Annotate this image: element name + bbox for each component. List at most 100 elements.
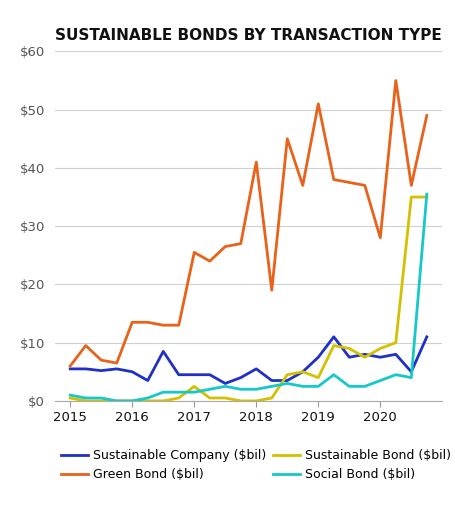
Social Bond ($bil) bbox=[392, 372, 398, 378]
Sustainable Bond ($bil) bbox=[145, 398, 150, 404]
Sustainable Bond ($bil) bbox=[299, 369, 305, 375]
Sustainable Bond ($bil) bbox=[346, 345, 351, 352]
Green Bond ($bil) bbox=[361, 182, 367, 189]
Sustainable Company ($bil) bbox=[207, 372, 212, 378]
Sustainable Company ($bil) bbox=[299, 369, 305, 375]
Sustainable Company ($bil) bbox=[191, 372, 197, 378]
Sustainable Company ($bil) bbox=[238, 375, 243, 381]
Green Bond ($bil) bbox=[284, 136, 289, 142]
Sustainable Bond ($bil) bbox=[377, 345, 382, 352]
Green Bond ($bil) bbox=[299, 182, 305, 189]
Sustainable Bond ($bil) bbox=[191, 383, 197, 390]
Sustainable Bond ($bil) bbox=[160, 398, 166, 404]
Social Bond ($bil) bbox=[315, 383, 320, 390]
Sustainable Company ($bil) bbox=[222, 380, 228, 387]
Sustainable Bond ($bil) bbox=[408, 194, 413, 200]
Legend: Sustainable Company ($bil), Green Bond ($bil), Sustainable Bond ($bil), Social B: Sustainable Company ($bil), Green Bond (… bbox=[61, 449, 450, 482]
Sustainable Bond ($bil) bbox=[67, 395, 73, 401]
Sustainable Company ($bil) bbox=[268, 377, 274, 383]
Sustainable Company ($bil) bbox=[176, 372, 181, 378]
Green Bond ($bil) bbox=[408, 182, 413, 189]
Sustainable Bond ($bil) bbox=[238, 398, 243, 404]
Social Bond ($bil) bbox=[253, 386, 258, 392]
Social Bond ($bil) bbox=[191, 389, 197, 395]
Green Bond ($bil) bbox=[129, 319, 135, 325]
Sustainable Bond ($bil) bbox=[207, 395, 212, 401]
Sustainable Bond ($bil) bbox=[423, 194, 429, 200]
Social Bond ($bil) bbox=[83, 395, 88, 401]
Social Bond ($bil) bbox=[408, 375, 413, 381]
Sustainable Company ($bil) bbox=[160, 348, 166, 355]
Sustainable Company ($bil) bbox=[114, 366, 119, 372]
Sustainable Bond ($bil) bbox=[98, 398, 104, 404]
Sustainable Bond ($bil) bbox=[330, 342, 336, 348]
Social Bond ($bil) bbox=[423, 191, 429, 197]
Text: SUSTAINABLE BONDS BY TRANSACTION TYPE: SUSTAINABLE BONDS BY TRANSACTION TYPE bbox=[55, 28, 440, 43]
Green Bond ($bil) bbox=[238, 241, 243, 247]
Sustainable Bond ($bil) bbox=[392, 340, 398, 346]
Green Bond ($bil) bbox=[176, 322, 181, 328]
Sustainable Bond ($bil) bbox=[284, 372, 289, 378]
Green Bond ($bil) bbox=[83, 342, 88, 348]
Line: Sustainable Bond ($bil): Sustainable Bond ($bil) bbox=[70, 197, 426, 401]
Social Bond ($bil) bbox=[145, 395, 150, 401]
Social Bond ($bil) bbox=[377, 377, 382, 383]
Green Bond ($bil) bbox=[98, 357, 104, 363]
Sustainable Bond ($bil) bbox=[176, 395, 181, 401]
Social Bond ($bil) bbox=[222, 383, 228, 390]
Social Bond ($bil) bbox=[346, 383, 351, 390]
Social Bond ($bil) bbox=[284, 380, 289, 387]
Sustainable Company ($bil) bbox=[129, 369, 135, 375]
Sustainable Company ($bil) bbox=[377, 354, 382, 360]
Sustainable Bond ($bil) bbox=[83, 398, 88, 404]
Green Bond ($bil) bbox=[315, 101, 320, 107]
Sustainable Company ($bil) bbox=[330, 334, 336, 340]
Sustainable Company ($bil) bbox=[423, 334, 429, 340]
Green Bond ($bil) bbox=[191, 249, 197, 255]
Social Bond ($bil) bbox=[67, 392, 73, 398]
Sustainable Bond ($bil) bbox=[253, 398, 258, 404]
Social Bond ($bil) bbox=[207, 386, 212, 392]
Sustainable Company ($bil) bbox=[83, 366, 88, 372]
Line: Social Bond ($bil): Social Bond ($bil) bbox=[70, 194, 426, 401]
Sustainable Company ($bil) bbox=[392, 351, 398, 357]
Social Bond ($bil) bbox=[268, 383, 274, 390]
Sustainable Bond ($bil) bbox=[315, 375, 320, 381]
Sustainable Company ($bil) bbox=[361, 351, 367, 357]
Green Bond ($bil) bbox=[268, 287, 274, 293]
Social Bond ($bil) bbox=[238, 386, 243, 392]
Sustainable Bond ($bil) bbox=[129, 398, 135, 404]
Social Bond ($bil) bbox=[176, 389, 181, 395]
Sustainable Company ($bil) bbox=[408, 369, 413, 375]
Sustainable Bond ($bil) bbox=[222, 395, 228, 401]
Green Bond ($bil) bbox=[392, 78, 398, 84]
Green Bond ($bil) bbox=[114, 360, 119, 366]
Green Bond ($bil) bbox=[346, 179, 351, 186]
Green Bond ($bil) bbox=[207, 258, 212, 264]
Line: Sustainable Company ($bil): Sustainable Company ($bil) bbox=[70, 337, 426, 383]
Green Bond ($bil) bbox=[423, 113, 429, 119]
Sustainable Bond ($bil) bbox=[268, 395, 274, 401]
Green Bond ($bil) bbox=[377, 235, 382, 241]
Social Bond ($bil) bbox=[330, 372, 336, 378]
Sustainable Bond ($bil) bbox=[361, 354, 367, 360]
Sustainable Company ($bil) bbox=[253, 366, 258, 372]
Social Bond ($bil) bbox=[160, 389, 166, 395]
Sustainable Company ($bil) bbox=[315, 354, 320, 360]
Green Bond ($bil) bbox=[330, 176, 336, 182]
Green Bond ($bil) bbox=[160, 322, 166, 328]
Social Bond ($bil) bbox=[129, 398, 135, 404]
Sustainable Company ($bil) bbox=[67, 366, 73, 372]
Social Bond ($bil) bbox=[114, 398, 119, 404]
Sustainable Company ($bil) bbox=[284, 377, 289, 383]
Sustainable Company ($bil) bbox=[98, 368, 104, 374]
Sustainable Company ($bil) bbox=[145, 377, 150, 383]
Social Bond ($bil) bbox=[98, 395, 104, 401]
Line: Green Bond ($bil): Green Bond ($bil) bbox=[70, 81, 426, 366]
Green Bond ($bil) bbox=[222, 244, 228, 250]
Sustainable Company ($bil) bbox=[346, 354, 351, 360]
Green Bond ($bil) bbox=[67, 363, 73, 369]
Social Bond ($bil) bbox=[299, 383, 305, 390]
Green Bond ($bil) bbox=[253, 159, 258, 165]
Green Bond ($bil) bbox=[145, 319, 150, 325]
